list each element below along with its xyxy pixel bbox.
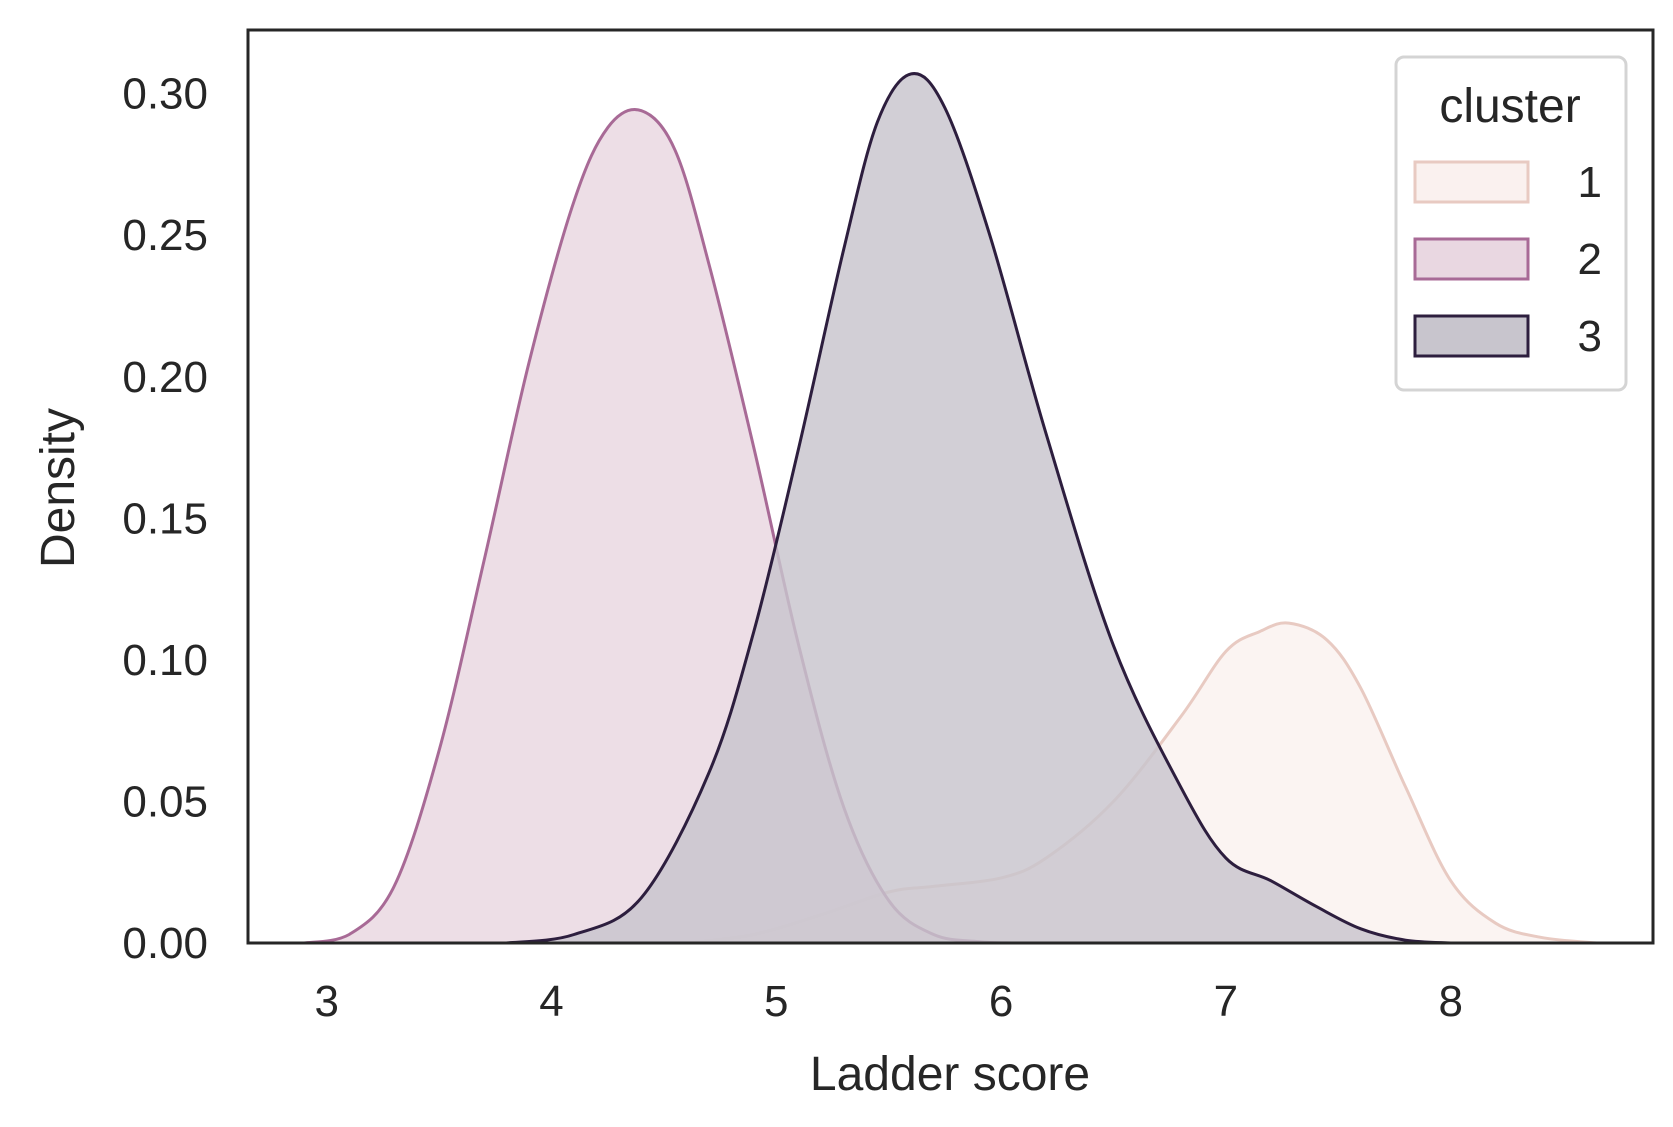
y-tick-label: 0.05 <box>122 777 208 826</box>
legend-swatch <box>1413 237 1530 281</box>
legend-label: 2 <box>1578 235 1602 284</box>
legend-swatch <box>1413 314 1530 358</box>
density-line-cluster-3 <box>506 72 1451 945</box>
legend-item-cluster-1: 1 <box>1413 158 1602 207</box>
x-axis-label: Ladder score <box>810 1048 1090 1101</box>
x-tick-label: 4 <box>539 977 563 1026</box>
y-axis-ticks: 0.00 0.05 0.10 0.15 0.20 0.25 0.30 <box>122 70 208 968</box>
legend-item-cluster-2: 2 <box>1413 235 1602 284</box>
x-tick-label: 5 <box>764 977 788 1026</box>
y-tick-label: 0.30 <box>122 70 208 119</box>
legend-label: 1 <box>1578 158 1602 207</box>
series-layer <box>303 72 1597 945</box>
density-area-cluster-3 <box>506 73 1451 944</box>
legend-box <box>1394 55 1628 392</box>
legend-items: 1 2 3 <box>1413 158 1602 361</box>
y-tick-label: 0.25 <box>122 211 208 260</box>
density-area-cluster-2 <box>304 109 1013 943</box>
legend-item-cluster-3: 3 <box>1413 312 1602 361</box>
y-tick-label: 0.00 <box>122 919 208 968</box>
legend: cluster 1 2 3 <box>1394 55 1628 392</box>
y-tick-label: 0.20 <box>122 353 208 402</box>
x-tick-label: 3 <box>314 977 338 1026</box>
y-tick-label: 0.15 <box>122 494 208 543</box>
y-axis-label: Density <box>32 408 85 568</box>
x-axis-ticks: 3 4 5 6 7 8 <box>314 977 1462 1026</box>
x-tick-label: 6 <box>989 977 1013 1026</box>
legend-label: 3 <box>1578 312 1602 361</box>
x-tick-label: 8 <box>1438 977 1462 1026</box>
plot-frame <box>246 28 1655 945</box>
x-tick-label: 7 <box>1214 977 1238 1026</box>
legend-title: cluster <box>1439 80 1580 133</box>
y-tick-label: 0.10 <box>122 636 208 685</box>
legend-swatch <box>1413 160 1530 204</box>
